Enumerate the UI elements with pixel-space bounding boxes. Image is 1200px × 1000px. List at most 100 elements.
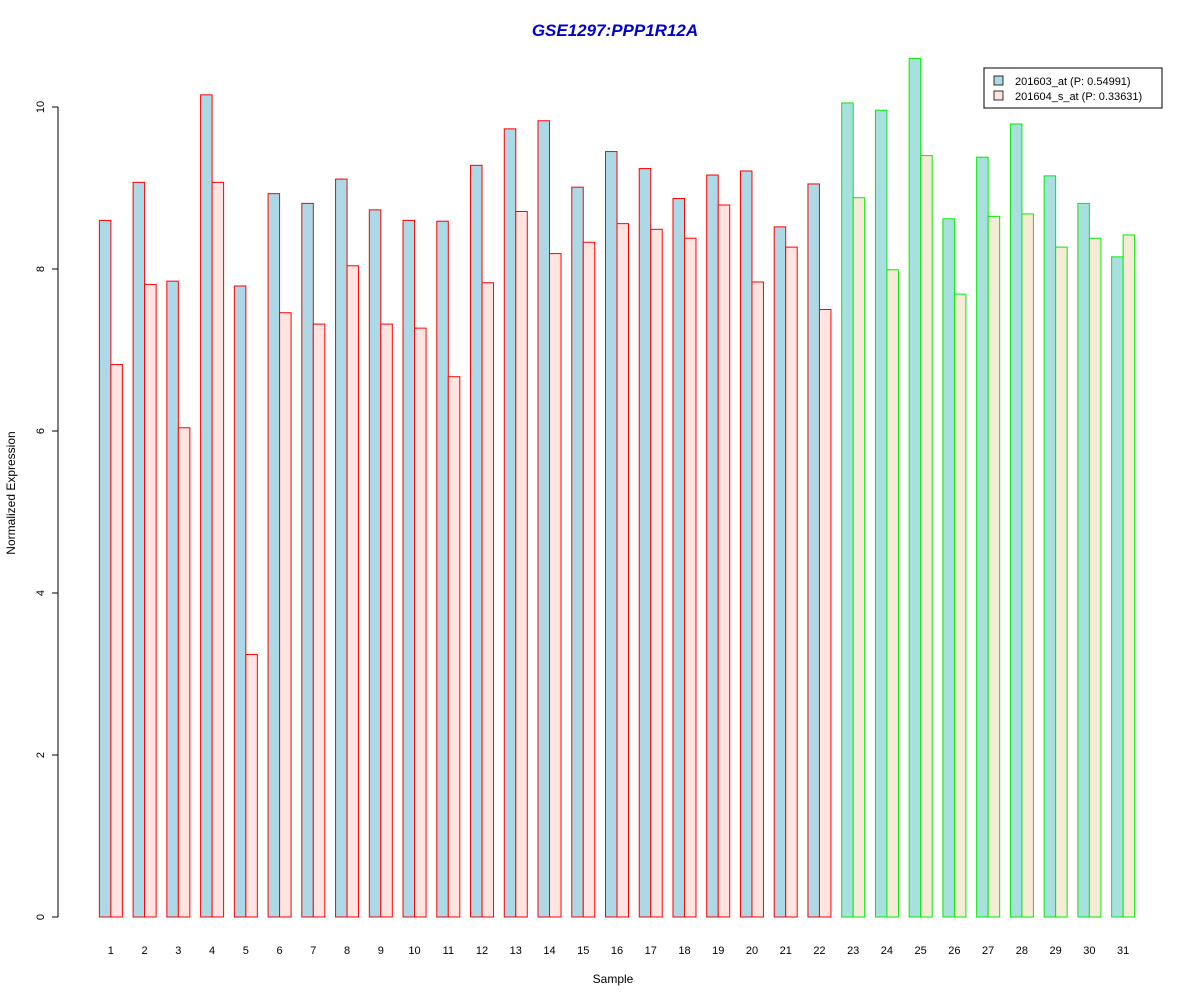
bar-s1-sample-8 (335, 178, 348, 918)
bar-s2-sample-9 (380, 323, 393, 918)
x-tick-label: 12 (476, 945, 488, 957)
bar-s2-sample-31 (1122, 234, 1136, 918)
bar-s1-sample-13 (503, 128, 517, 918)
bar-s2-sample-28 (1021, 213, 1034, 918)
x-tick-label: 25 (915, 945, 927, 957)
bar-s1-sample-26 (942, 218, 955, 918)
bar-s1-sample-11 (436, 220, 449, 918)
y-axis: 0 2 4 6 8 10 (35, 101, 59, 920)
bar-s2-sample-17 (650, 228, 663, 918)
bar-s2-sample-23 (852, 197, 866, 918)
x-tick-label: 18 (678, 945, 690, 957)
bar-s2-sample-5 (245, 654, 258, 918)
chart-title: GSE1297:PPP1R12A (532, 21, 698, 40)
x-tick-label: 16 (611, 945, 623, 957)
bar-s1-sample-10 (402, 219, 416, 918)
bar-s1-sample-25 (908, 57, 922, 918)
bar-s2-sample-19 (717, 204, 731, 918)
legend-label-1: 201603_at (P: 0.54991) (1015, 76, 1131, 88)
bar-s1-sample-22 (807, 183, 820, 918)
bar-s2-sample-27 (987, 215, 1001, 918)
bar-s1-sample-30 (1077, 202, 1090, 918)
legend-swatch-1 (993, 75, 1004, 86)
x-tick-label: 17 (645, 945, 657, 957)
bar-s2-sample-8 (346, 265, 360, 918)
x-axis-label: Sample (593, 972, 634, 986)
bar-s2-sample-7 (312, 323, 326, 918)
y-tick-label: 10 (35, 101, 47, 113)
bar-s2-sample-3 (177, 427, 191, 918)
bar-s2-sample-25 (920, 155, 933, 918)
bars-group (98, 57, 1136, 918)
x-tick-label: 7 (310, 945, 316, 957)
bar-s2-sample-13 (515, 210, 528, 918)
bar-s1-sample-12 (470, 164, 483, 918)
legend: 201603_at (P: 0.54991) 201604_s_at (P: 0… (983, 67, 1163, 109)
bar-s1-sample-24 (874, 109, 888, 918)
bar-s2-sample-21 (785, 246, 798, 918)
bar-s2-sample-20 (751, 281, 764, 918)
x-tick-label: 27 (982, 945, 994, 957)
y-tick-label: 2 (35, 752, 47, 758)
x-tick-label: 2 (142, 945, 148, 957)
x-tick-label: 19 (712, 945, 724, 957)
bar-s2-sample-30 (1088, 237, 1102, 918)
x-tick-label: 9 (378, 945, 384, 957)
bar-s1-sample-19 (706, 174, 719, 918)
bar-s2-sample-12 (481, 282, 495, 918)
bar-s1-sample-20 (739, 170, 753, 918)
bar-s2-sample-4 (211, 181, 225, 918)
legend-label-2: 201604_s_at (P: 0.33631) (1015, 91, 1142, 103)
bar-s1-sample-18 (672, 198, 685, 918)
bar-s2-sample-15 (582, 241, 596, 918)
bar-s1-sample-31 (1111, 256, 1124, 918)
y-tick-label: 4 (35, 590, 47, 596)
bar-s1-sample-29 (1043, 175, 1057, 918)
x-tick-label: 23 (847, 945, 859, 957)
bar-s1-sample-15 (571, 186, 584, 918)
bar-s2-sample-24 (886, 269, 899, 918)
bar-s1-sample-5 (233, 285, 247, 918)
x-tick-label: 21 (780, 945, 792, 957)
bar-s2-sample-22 (818, 309, 832, 918)
bar-s1-sample-27 (976, 156, 989, 918)
x-tick-label: 31 (1117, 945, 1129, 957)
bar-s1-sample-17 (638, 168, 652, 918)
bar-s1-sample-23 (841, 102, 854, 918)
bar-s2-sample-29 (1055, 246, 1068, 918)
bar-s2-sample-1 (110, 364, 123, 918)
bar-s1-sample-14 (537, 120, 551, 918)
bar-s1-sample-4 (200, 94, 213, 918)
y-tick-label: 0 (35, 914, 47, 920)
y-axis-label: Normalized Expression (4, 431, 18, 554)
legend-box (983, 67, 1163, 109)
x-tick-label: 11 (443, 945, 454, 957)
bar-s2-sample-10 (414, 327, 427, 918)
bar-s1-sample-16 (605, 151, 618, 918)
x-tick-label: 4 (209, 945, 215, 957)
x-tick-label: 29 (1050, 945, 1062, 957)
bar-s1-sample-7 (301, 202, 314, 918)
y-tick-label: 8 (35, 266, 47, 272)
x-tick-label: 8 (344, 945, 350, 957)
x-tick-label: 6 (277, 945, 283, 957)
bar-s1-sample-28 (1009, 123, 1023, 918)
x-tick-label: 15 (577, 945, 589, 957)
x-tick-label: 14 (543, 945, 555, 957)
bar-s2-sample-26 (953, 293, 967, 918)
bar-s2-sample-6 (279, 312, 292, 918)
bar-s1-sample-21 (773, 226, 787, 918)
x-tick-label: 28 (1016, 945, 1028, 957)
x-tick-label: 24 (881, 945, 893, 957)
x-tick-label: 30 (1083, 945, 1095, 957)
x-tick-label: 20 (746, 945, 758, 957)
x-tick-label: 10 (408, 945, 420, 957)
x-tick-label: 3 (175, 945, 181, 957)
bar-s2-sample-16 (616, 223, 629, 918)
legend-swatch-2 (993, 90, 1004, 101)
bar-s1-sample-2 (132, 181, 146, 918)
bar-s2-sample-14 (549, 253, 562, 918)
bar-s1-sample-6 (267, 193, 281, 918)
y-tick-label: 6 (35, 428, 47, 434)
x-tick-label: 22 (813, 945, 825, 957)
